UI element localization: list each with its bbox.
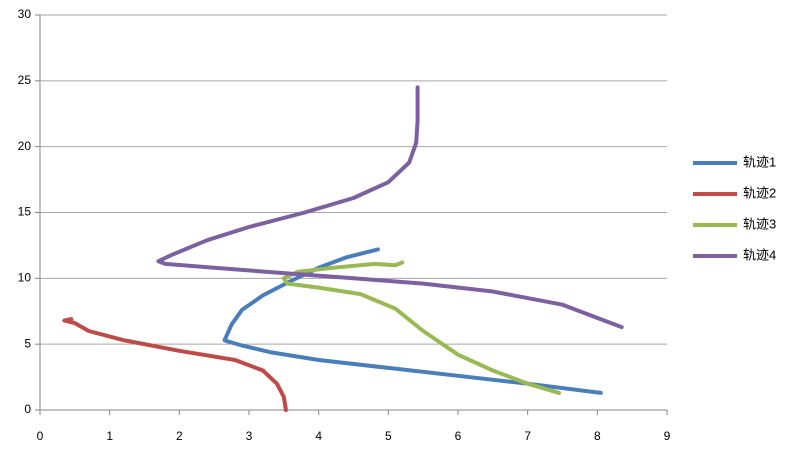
x-tick-label: 7 (524, 429, 531, 443)
y-tick-label: 30 (18, 7, 32, 21)
x-tick-label: 9 (664, 429, 671, 443)
y-tick-label: 0 (24, 402, 31, 416)
x-tick-label: 3 (246, 429, 253, 443)
x-tick-label: 5 (385, 429, 392, 443)
y-tick-label: 20 (18, 139, 32, 153)
series-line (281, 260, 561, 395)
legend-label: 轨迹4 (743, 247, 776, 262)
x-tick-label: 0 (37, 429, 44, 443)
legend-label: 轨迹2 (743, 185, 776, 200)
y-tick-label: 25 (18, 73, 32, 87)
x-tick-label: 8 (594, 429, 601, 443)
series-line (62, 317, 288, 412)
x-tick-label: 2 (176, 429, 183, 443)
y-tick-label: 10 (18, 271, 32, 285)
y-tick-label: 15 (18, 205, 32, 219)
legend-label: 轨迹1 (743, 154, 776, 169)
x-tick-label: 4 (315, 429, 322, 443)
series-line (156, 85, 624, 330)
legend-label: 轨迹3 (743, 216, 776, 231)
x-tick-label: 6 (455, 429, 462, 443)
x-tick-label: 1 (106, 429, 113, 443)
y-tick-label: 5 (24, 336, 31, 350)
